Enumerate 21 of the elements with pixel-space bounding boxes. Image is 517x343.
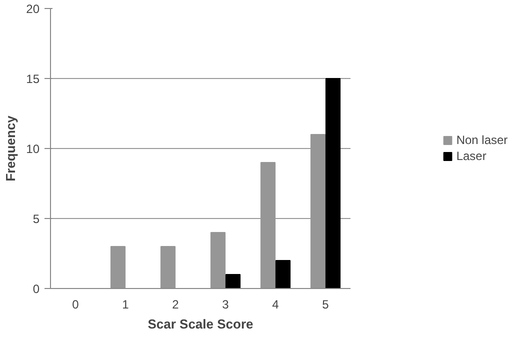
x-tick-label: 3 (222, 298, 230, 312)
legend-label: Non laser (456, 133, 508, 147)
bar (210, 232, 226, 288)
y-tick-label: 0 (32, 282, 40, 296)
bar (110, 246, 126, 288)
y-tick-label: 5 (32, 212, 40, 226)
y-tick-label: 10 (26, 142, 40, 156)
legend-label: Laser (456, 149, 486, 163)
bar (225, 274, 241, 288)
x-tick-label: 5 (322, 298, 330, 312)
y-tick-label: 20 (26, 2, 40, 16)
bar (160, 246, 176, 288)
bar (275, 260, 291, 288)
x-tick-label: 2 (172, 298, 180, 312)
y-tick-label: 15 (26, 72, 40, 86)
y-axis-title: Frequency (3, 114, 18, 182)
x-axis-title: Scar Scale Score (148, 316, 254, 332)
x-tick-label: 0 (72, 298, 80, 312)
x-tick-label: 4 (272, 298, 280, 312)
x-tick-label: 1 (122, 298, 130, 312)
bar (325, 78, 341, 288)
